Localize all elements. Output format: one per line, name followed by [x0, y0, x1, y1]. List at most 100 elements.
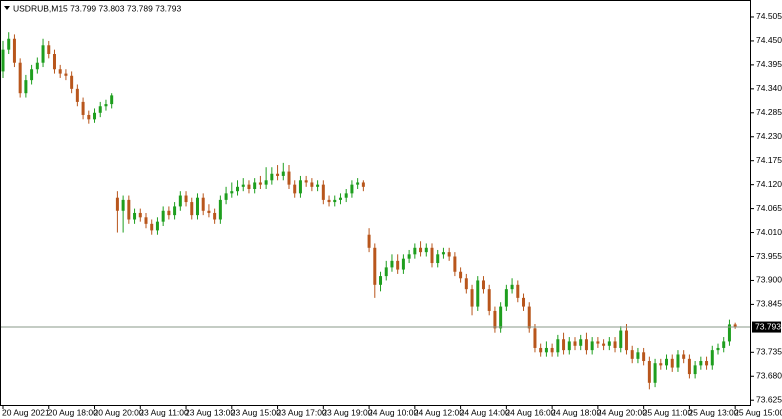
- y-tick-label: 74.065: [756, 203, 782, 213]
- candle-body: [647, 361, 651, 383]
- candle-body: [356, 182, 360, 185]
- candle-body: [539, 347, 543, 353]
- candle-body: [310, 182, 314, 187]
- candle-body: [419, 247, 423, 253]
- candle-body: [161, 210, 165, 222]
- candle-body: [121, 199, 125, 211]
- candle-body: [270, 173, 274, 181]
- candle-body: [699, 361, 703, 366]
- candle-body: [30, 69, 34, 81]
- candle-body: [7, 38, 11, 50]
- candle-body: [230, 191, 234, 194]
- candle-body: [705, 361, 709, 366]
- candle-body: [41, 45, 45, 63]
- y-tick-label: 74.175: [756, 155, 782, 165]
- x-tick-label: 23 Aug 11:00: [139, 407, 189, 417]
- y-tick-label: 74.230: [756, 131, 782, 141]
- candle-body: [573, 341, 577, 346]
- candle-body: [624, 330, 628, 351]
- candle-body: [613, 341, 617, 348]
- x-tick-label: 24 Aug 18:00: [551, 407, 601, 417]
- candle-body: [642, 352, 646, 362]
- candle-body: [52, 54, 56, 70]
- y-tick-label: 74.285: [756, 107, 782, 117]
- x-tick-label: 24 Aug 10:00: [368, 407, 418, 417]
- y-tick-label: 73.955: [756, 251, 782, 261]
- candle-body: [567, 341, 571, 351]
- candle-body: [35, 62, 39, 70]
- candle-body: [527, 306, 531, 329]
- candle-body: [413, 247, 417, 255]
- y-tick-label: 74.505: [756, 11, 782, 21]
- candle-body: [224, 193, 228, 200]
- candle-body: [81, 101, 85, 115]
- candle-body: [682, 354, 686, 359]
- candle-body: [264, 180, 268, 185]
- candle-body: [584, 339, 588, 351]
- x-tick-label: 24 Aug 12:00: [414, 407, 464, 417]
- candle-body: [110, 95, 114, 105]
- candle-body: [550, 347, 554, 353]
- candle-body: [344, 193, 348, 198]
- candle-body: [127, 199, 131, 220]
- candle-body: [407, 254, 411, 259]
- candle-body: [493, 310, 497, 329]
- x-tick-label: 20 Aug 18:00: [48, 407, 98, 417]
- candle-body: [155, 221, 159, 231]
- candle-body: [436, 254, 440, 264]
- menu-triangle[interactable]: [4, 6, 10, 10]
- candle-body: [464, 278, 468, 290]
- candle-body: [556, 339, 560, 353]
- candle-body: [276, 173, 280, 176]
- candle-body: [459, 271, 463, 279]
- candle-body: [602, 343, 606, 346]
- y-tick-label: 74.010: [756, 227, 782, 237]
- y-tick-label: 74.120: [756, 179, 782, 189]
- candle-body: [636, 352, 640, 359]
- candle-body: [190, 202, 194, 216]
- y-tick-label: 73.845: [756, 299, 782, 309]
- last-price-label: 73.793: [755, 321, 781, 331]
- x-tick-label: 24 Aug 14:00: [460, 407, 510, 417]
- candle-body: [218, 199, 222, 220]
- candle-body: [98, 106, 102, 113]
- candle-body: [710, 350, 714, 366]
- candle-body: [481, 280, 485, 290]
- candle-body: [253, 182, 257, 189]
- candle-body: [184, 195, 188, 203]
- x-tick-label: 20 Aug 2021: [2, 407, 50, 417]
- candle-body: [470, 289, 474, 307]
- candle-body: [241, 184, 245, 187]
- candle-body: [516, 284, 520, 298]
- candle-body: [75, 88, 79, 102]
- candle-body: [287, 171, 291, 185]
- candle-body: [716, 347, 720, 351]
- candle-body: [104, 104, 108, 107]
- x-tick-label: 25 Aug 13:00: [688, 407, 738, 417]
- candle-body: [24, 80, 28, 94]
- candle-body: [476, 280, 480, 307]
- x-tick-label: 20 Aug 20:00: [94, 407, 144, 417]
- candle-body: [670, 358, 674, 368]
- candle-body: [379, 276, 383, 285]
- x-tick-label: 23 Aug 17:00: [277, 407, 327, 417]
- candle-body: [115, 197, 119, 211]
- candle-body: [687, 358, 691, 375]
- candle-body: [367, 234, 371, 248]
- y-tick-label: 74.450: [756, 35, 782, 45]
- candle-body: [510, 284, 514, 290]
- candle-body: [659, 363, 663, 366]
- y-tick-label: 73.680: [756, 371, 782, 381]
- candle-body: [150, 223, 154, 231]
- candle-body: [213, 212, 217, 220]
- candle-body: [247, 184, 251, 189]
- candle-body: [167, 210, 171, 216]
- x-tick-label: 25 Aug 11:00: [643, 407, 693, 417]
- y-tick-label: 73.735: [756, 347, 782, 357]
- candle-body: [693, 365, 697, 375]
- candle-body: [178, 195, 182, 207]
- candle-body: [544, 347, 548, 353]
- candle-body: [12, 38, 16, 63]
- candle-body: [138, 212, 142, 218]
